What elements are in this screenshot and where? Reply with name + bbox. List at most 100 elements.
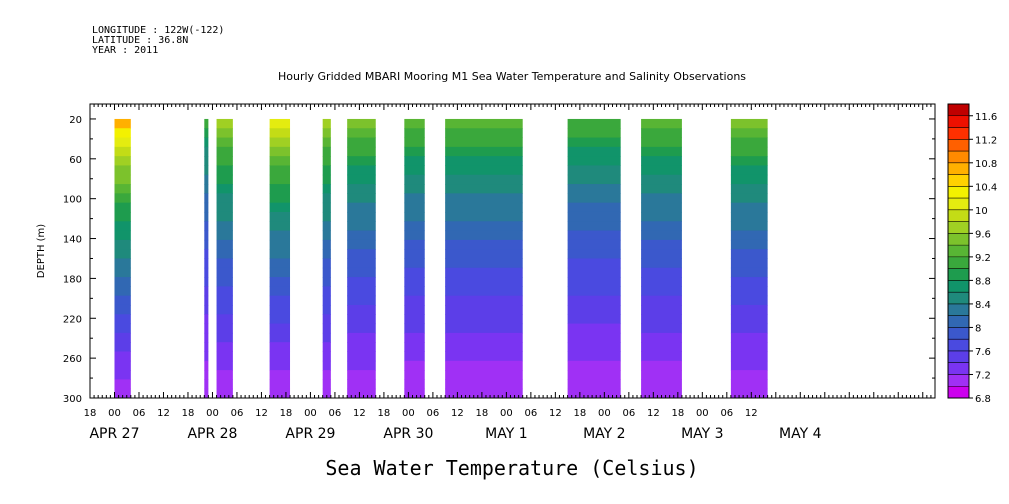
colorbar-swatch [948, 339, 969, 352]
depth-band [445, 286, 523, 297]
x-tick-label: 18 [671, 408, 684, 419]
depth-band [641, 211, 682, 222]
depth-band [445, 202, 523, 213]
depth-band [404, 128, 425, 139]
depth-band [567, 118, 621, 129]
depth-band [322, 332, 331, 343]
depth-band [216, 165, 233, 176]
depth-band [404, 332, 425, 343]
depth-band [730, 323, 768, 334]
depth-band [347, 267, 376, 278]
depth-band [641, 286, 682, 297]
depth-band [347, 156, 376, 166]
colorbar: 6.8 7.2 7.6 8 8.4 8.8 9.2 9.6 10 10.4 10.8 11.2 11.6 [947, 103, 997, 405]
depth-band [114, 249, 131, 259]
depth-band [730, 258, 768, 269]
x-tick-label: 12 [745, 408, 758, 419]
depth-band [404, 286, 425, 297]
depth-band [445, 351, 523, 362]
y-tick-label: 260 [63, 354, 82, 365]
data-block [347, 118, 376, 399]
depth-band [347, 314, 376, 325]
depth-band [216, 146, 233, 157]
colorbar-label: 6.8 [975, 394, 991, 405]
depth-band [347, 230, 376, 241]
x-tick-label: 12 [647, 408, 660, 419]
depth-band [114, 267, 131, 278]
depth-band [641, 267, 682, 278]
x-tick-label: 18 [573, 408, 586, 419]
x-tick-label: 18 [182, 408, 195, 419]
depth-band [269, 277, 291, 287]
depth-band [204, 221, 209, 232]
x-tick-label: 12 [549, 408, 562, 419]
depth-band [404, 211, 425, 222]
depth-band [347, 211, 376, 222]
x-date-label: APR 27 [89, 426, 139, 442]
depth-band [567, 304, 621, 315]
depth-band [404, 304, 425, 315]
depth-band [445, 221, 523, 232]
depth-band [404, 165, 425, 176]
depth-band [322, 277, 331, 287]
depth-band [322, 370, 331, 380]
depth-band [204, 267, 209, 278]
depth-band [404, 295, 425, 306]
longitude-label: LONGITUDE : 122W(-122) [92, 25, 225, 36]
colorbar-swatch [948, 209, 969, 222]
depth-band [322, 221, 331, 232]
depth-band [641, 146, 682, 157]
data-block [216, 118, 233, 399]
depth-band [347, 304, 376, 315]
depth-band [269, 230, 291, 241]
depth-band [204, 137, 209, 148]
colorbar-swatch [948, 245, 969, 258]
depth-band [204, 388, 209, 399]
depth-band [204, 360, 209, 371]
depth-band [347, 118, 376, 129]
colorbar-swatch [948, 292, 969, 305]
depth-band [114, 277, 131, 287]
depth-band [216, 249, 233, 259]
depth-band [114, 128, 131, 139]
depth-band [404, 137, 425, 148]
x-tick-label: 18 [280, 408, 293, 419]
depth-band [641, 137, 682, 148]
depth-band [114, 193, 131, 204]
depth-band [404, 118, 425, 129]
depth-band [567, 174, 621, 185]
depth-band [347, 258, 376, 269]
depth-band [269, 342, 291, 352]
colorbar-swatch [948, 280, 969, 293]
depth-band [404, 360, 425, 371]
x-date-label: MAY 3 [681, 426, 723, 442]
depth-band [641, 304, 682, 315]
depth-band [445, 193, 523, 204]
y-axis: 20 60 100 140 180 220 260 300 [63, 115, 935, 405]
depth-band [216, 342, 233, 352]
depth-band [730, 249, 768, 259]
depth-band [445, 118, 523, 129]
latitude-label: LATITUDE : 36.8N [92, 35, 189, 46]
plot-frame [89, 103, 936, 399]
depth-band [404, 146, 425, 157]
depth-band [269, 165, 291, 176]
depth-band [445, 258, 523, 269]
colorbar-label: 10.4 [975, 182, 997, 193]
depth-band [445, 165, 523, 176]
depth-band [730, 202, 768, 213]
depth-band [114, 351, 131, 362]
x-date-label: APR 29 [285, 426, 335, 442]
depth-band [445, 174, 523, 185]
depth-band [641, 230, 682, 241]
depth-band [322, 379, 331, 390]
depth-band [730, 184, 768, 194]
depth-band [216, 230, 233, 241]
depth-band [347, 295, 376, 306]
year-label: YEAR : 2011 [92, 45, 159, 56]
x-date-label: APR 28 [187, 426, 237, 442]
depth-band [114, 202, 131, 213]
depth-band [567, 156, 621, 166]
depth-band [204, 249, 209, 259]
depth-band [216, 118, 233, 129]
